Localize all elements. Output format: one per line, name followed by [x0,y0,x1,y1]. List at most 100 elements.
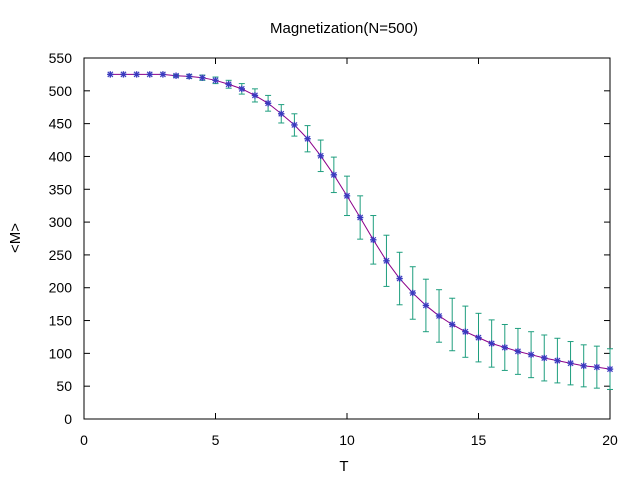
data-point-stroke [291,121,298,128]
y-tick-label: 400 [49,148,73,164]
data-point [278,110,285,117]
data-point [449,321,456,328]
data-point [186,73,193,80]
data-point [291,121,298,129]
y-tick-label: 200 [49,280,73,296]
data-point-stroke [541,354,548,361]
x-axis: 0 5 10 15 20 [80,58,618,448]
data-point-stroke [120,71,127,78]
x-tick-label: 15 [471,432,487,448]
data-point [593,363,601,371]
data-point-stroke [580,362,587,369]
data-point-stroke [304,135,311,142]
data-point [396,275,403,282]
data-point-stroke [422,302,429,309]
data-point [107,71,114,78]
data-point [251,92,259,99]
data-point-stroke [225,81,232,88]
y-tick-label: 0 [64,411,72,427]
data-point [356,214,364,221]
y-tick-label: 100 [49,345,73,361]
data-point [330,171,338,179]
data-point [527,351,535,358]
y-tick-label: 250 [49,247,73,263]
data-point-stroke [436,312,443,319]
data-point-stroke [462,328,469,335]
data-point-stroke [146,71,153,78]
x-tick-label: 0 [80,432,88,448]
data-point [580,362,587,370]
data-point-stroke [370,236,377,243]
data-point-stroke [199,74,206,81]
y-tick-label: 450 [49,116,73,132]
data-point-stroke [475,334,482,341]
data-point-stroke [449,321,456,328]
data-point [383,257,390,265]
data-point-stroke [488,340,495,347]
data-point-stroke [396,275,403,282]
data-point [488,340,495,347]
y-tick-label: 350 [49,181,73,197]
data-point [462,328,469,335]
data-point [212,77,219,84]
data-point [317,152,324,159]
x-tick-label: 20 [602,432,618,448]
data-point [541,354,548,362]
data-point-stroke [514,348,521,355]
data-point [606,365,614,373]
data-point [514,348,522,355]
y-tick-label: 300 [49,214,73,230]
data-point-stroke [212,77,219,84]
data-point-stroke [159,71,166,78]
data-point [146,71,153,78]
data-point-stroke [265,100,272,107]
y-axis-title: <M> [7,223,24,253]
data-point-stroke [238,85,245,92]
data-point [554,357,561,364]
x-tick-label: 10 [339,432,355,448]
y-axis: 0 50 100 150 200 250 300 350 400 450 500 550 [49,50,610,427]
data-point-stroke [593,364,600,371]
x-tick-label: 5 [212,432,220,448]
data-point [567,360,574,367]
data-point-stroke [567,360,574,367]
data-point [264,100,272,107]
y-tick-label: 150 [49,313,73,329]
data-point-stroke [607,366,613,373]
data-point-stroke [133,71,140,78]
y-tick-label: 500 [49,83,73,99]
data-markers [107,71,614,373]
data-point [133,71,140,78]
data-point-stroke [317,152,324,159]
data-point [225,81,232,88]
data-point [422,302,430,309]
data-point-stroke [107,71,114,78]
data-point [199,74,206,81]
x-axis-title: T [339,458,348,475]
data-point [238,85,245,93]
data-point [501,344,508,351]
data-point-stroke [554,357,561,364]
data-point-stroke [383,257,390,264]
data-point-stroke [186,73,193,80]
data-point-stroke [409,289,416,296]
data-point [343,192,351,200]
data-point [370,236,377,244]
data-point [435,312,443,320]
data-point [475,334,482,341]
data-point [159,71,167,78]
data-point-stroke [501,344,508,351]
data-point [304,135,311,142]
data-point-stroke [173,72,180,79]
data-point [409,289,416,297]
data-point-stroke [251,92,258,99]
data-point-stroke [357,214,364,221]
data-point [172,72,180,79]
data-point-stroke [344,192,350,199]
chart-title: Magnetization(N=500) [270,20,418,37]
data-point [120,71,127,78]
y-tick-label: 50 [56,378,72,394]
y-tick-label: 550 [49,50,73,66]
